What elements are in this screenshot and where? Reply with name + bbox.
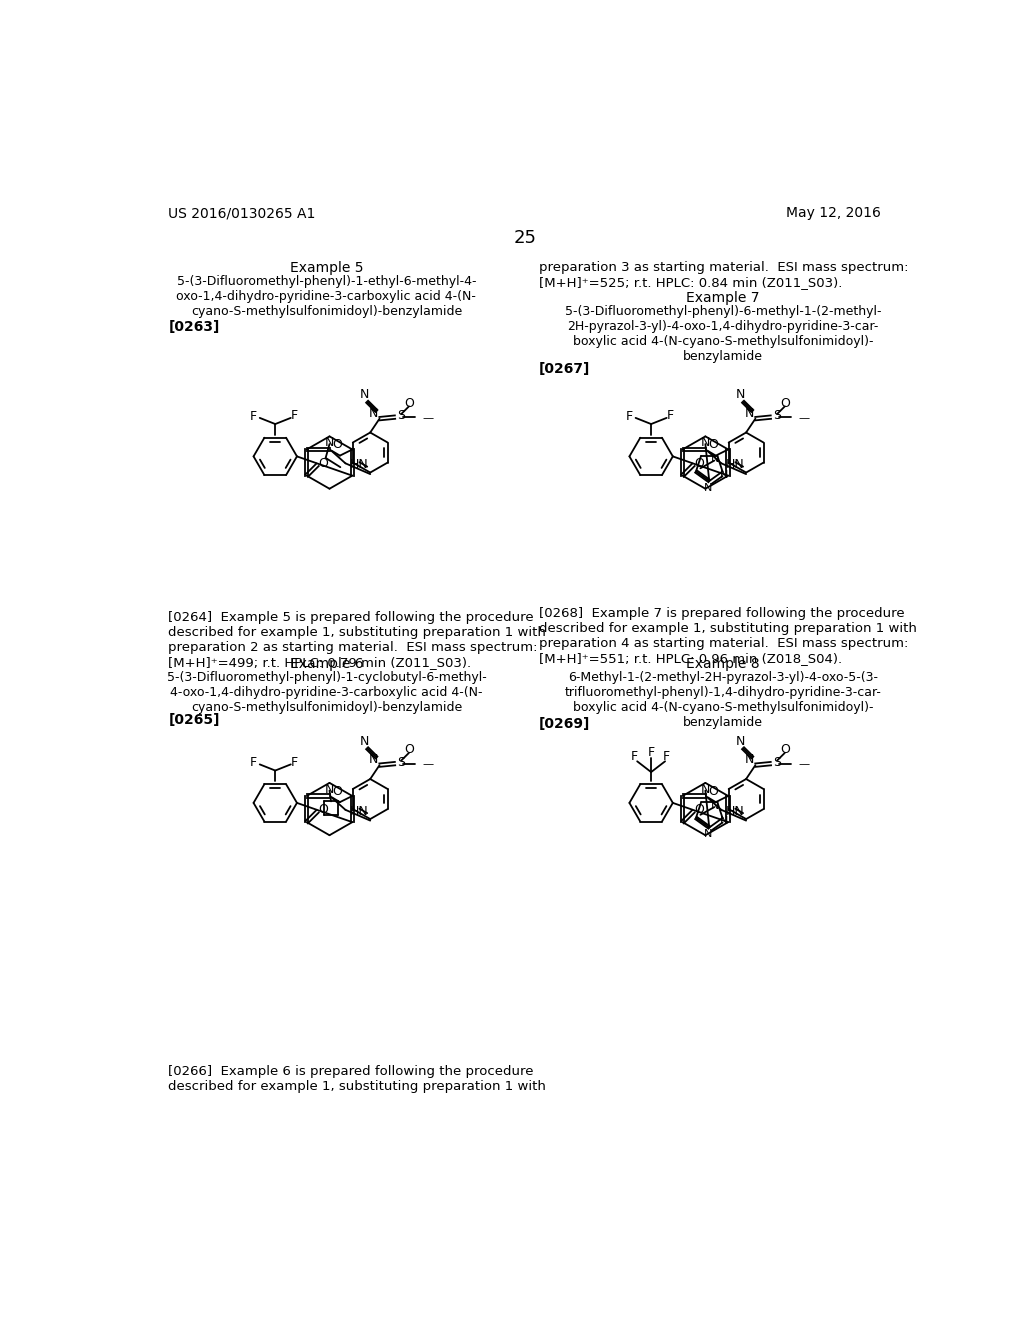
Text: HN: HN: [350, 458, 369, 471]
Text: F: F: [291, 755, 298, 768]
Text: 5-(3-Difluoromethyl-phenyl)-1-ethyl-6-methyl-4-
oxo-1,4-dihydro-pyridine-3-carbo: 5-(3-Difluoromethyl-phenyl)-1-ethyl-6-me…: [176, 275, 476, 318]
Text: N: N: [744, 754, 754, 767]
Text: F: F: [626, 409, 633, 422]
Text: 5-(3-Difluoromethyl-phenyl)-6-methyl-1-(2-methyl-
2H-pyrazol-3-yl)-4-oxo-1,4-dih: 5-(3-Difluoromethyl-phenyl)-6-methyl-1-(…: [565, 305, 882, 363]
Text: O: O: [404, 743, 414, 756]
Text: Example 6: Example 6: [290, 657, 364, 672]
Text: —: —: [799, 759, 810, 770]
Text: preparation 3 as starting material.  ESI mass spectrum:
[M+H]⁺=525; r.t. HPLC: 0: preparation 3 as starting material. ESI …: [539, 261, 908, 289]
Text: [0264]  Example 5 is prepared following the procedure
described for example 1, s: [0264] Example 5 is prepared following t…: [168, 611, 546, 669]
Text: 5-(3-Difluoromethyl-phenyl)-1-cyclobutyl-6-methyl-
4-oxo-1,4-dihydro-pyridine-3-: 5-(3-Difluoromethyl-phenyl)-1-cyclobutyl…: [167, 671, 486, 714]
Text: F: F: [250, 409, 257, 422]
Text: 25: 25: [513, 230, 537, 247]
Text: HN: HN: [726, 458, 744, 471]
Text: N: N: [703, 483, 712, 492]
Text: N: N: [703, 829, 712, 840]
Text: Example 7: Example 7: [686, 290, 760, 305]
Text: N: N: [360, 388, 370, 401]
Text: F: F: [291, 409, 298, 422]
Text: N: N: [744, 407, 754, 420]
Text: F: F: [667, 409, 674, 422]
Text: O: O: [333, 785, 343, 797]
Text: N: N: [369, 754, 378, 767]
Text: N: N: [325, 783, 334, 796]
Text: N: N: [360, 735, 370, 748]
Text: O: O: [318, 804, 328, 816]
Text: F: F: [631, 750, 638, 763]
Text: O: O: [318, 457, 328, 470]
Text: 6-Methyl-1-(2-methyl-2H-pyrazol-3-yl)-4-oxo-5-(3-
trifluoromethyl-phenyl)-1,4-di: 6-Methyl-1-(2-methyl-2H-pyrazol-3-yl)-4-…: [565, 671, 882, 729]
Text: —: —: [423, 759, 434, 770]
Text: US 2016/0130265 A1: US 2016/0130265 A1: [168, 206, 315, 220]
Text: S: S: [397, 409, 406, 422]
Text: O: O: [709, 438, 719, 451]
Text: N: N: [711, 800, 719, 810]
Text: [0266]  Example 6 is prepared following the procedure
described for example 1, s: [0266] Example 6 is prepared following t…: [168, 1065, 546, 1093]
Text: O: O: [404, 397, 414, 409]
Text: F: F: [250, 756, 257, 770]
Text: —: —: [423, 413, 434, 422]
Text: N: N: [736, 735, 745, 748]
Text: S: S: [397, 755, 406, 768]
Text: F: F: [664, 750, 670, 763]
Text: O: O: [780, 397, 790, 409]
Text: [0269]: [0269]: [539, 718, 590, 731]
Text: N: N: [736, 388, 745, 401]
Text: N: N: [700, 436, 710, 449]
Text: N: N: [711, 454, 719, 465]
Text: [0263]: [0263]: [168, 321, 220, 334]
Text: F: F: [647, 746, 654, 759]
Text: May 12, 2016: May 12, 2016: [786, 206, 882, 220]
Text: —: —: [799, 413, 810, 422]
Text: N: N: [369, 407, 378, 420]
Text: [0265]: [0265]: [168, 713, 220, 727]
Text: O: O: [694, 804, 703, 816]
Text: N: N: [325, 436, 334, 449]
Text: [0267]: [0267]: [539, 362, 590, 376]
Text: HN: HN: [726, 805, 744, 818]
Text: N: N: [720, 816, 728, 826]
Text: [0268]  Example 7 is prepared following the procedure
described for example 1, s: [0268] Example 7 is prepared following t…: [539, 607, 916, 664]
Text: O: O: [780, 743, 790, 756]
Text: O: O: [333, 438, 343, 451]
Text: Example 5: Example 5: [290, 261, 364, 275]
Text: O: O: [709, 785, 719, 797]
Text: Example 8: Example 8: [686, 657, 760, 672]
Text: S: S: [773, 755, 781, 768]
Text: N: N: [720, 470, 728, 479]
Text: O: O: [694, 457, 703, 470]
Text: HN: HN: [350, 805, 369, 818]
Text: N: N: [700, 783, 710, 796]
Text: S: S: [773, 409, 781, 422]
